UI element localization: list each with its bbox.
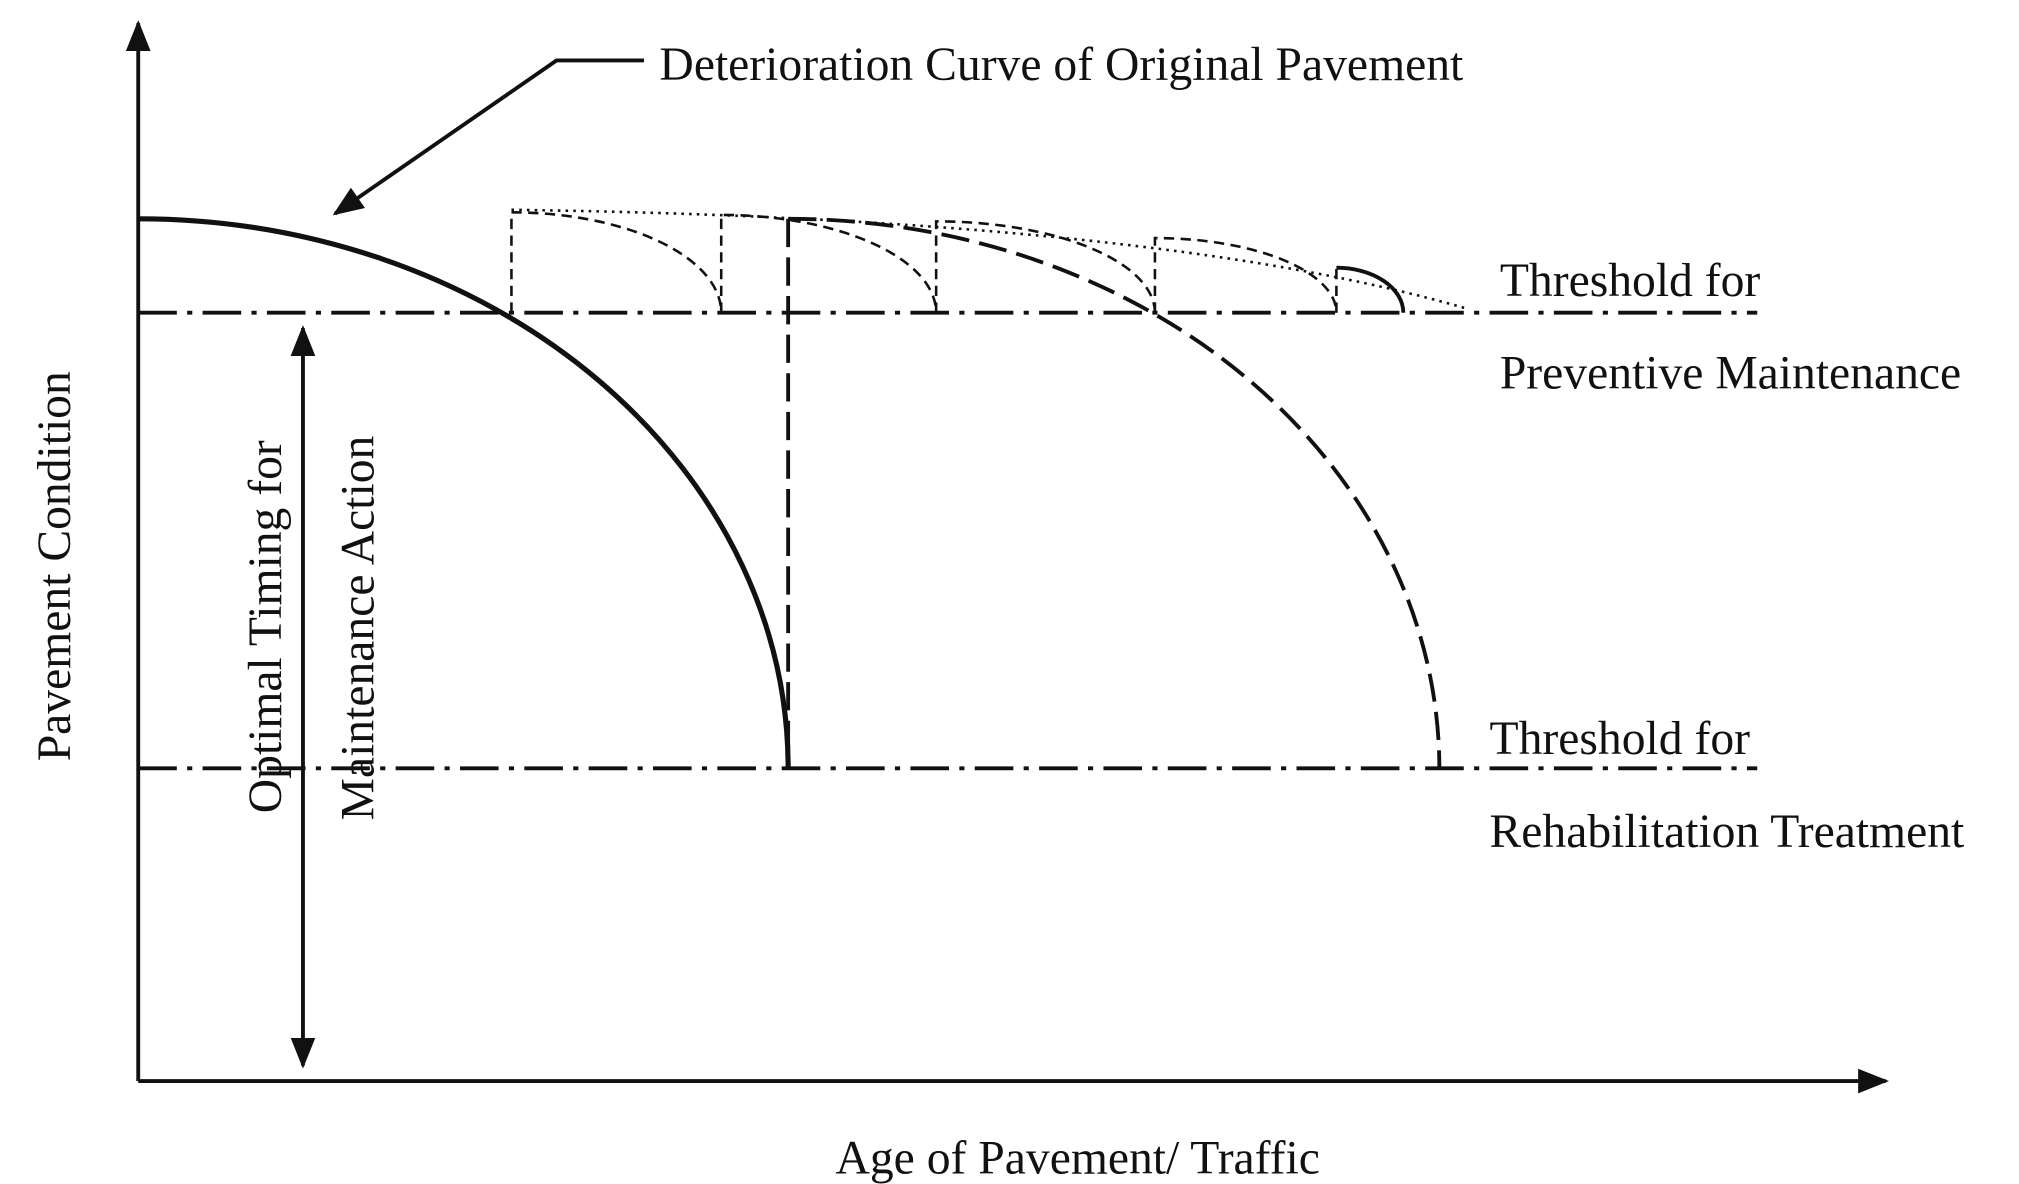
threshold-label: Rehabilitation Treatment: [1490, 806, 1965, 858]
title: Deterioration Curve of Original Pavement: [659, 39, 1463, 91]
timing-label: Optimal Timing for: [240, 440, 292, 813]
timing-label: Maintenance Action: [333, 435, 385, 820]
x-axis-label: Age of Pavement/ Traffic: [836, 1133, 1320, 1184]
original-curve: [138, 216, 791, 769]
threshold-label: Threshold for: [1490, 713, 1751, 765]
threshold-label: Threshold for: [1500, 255, 1761, 307]
y-axis-label: Pavement Condition: [29, 371, 81, 761]
title-pointer: [332, 58, 645, 216]
envelope: [511, 208, 1469, 311]
rehab-curve: [788, 216, 1442, 769]
threshold-label: Preventive Maintenance: [1500, 348, 1961, 400]
preventive-cycles: [510, 211, 1338, 313]
last-cycle: [1336, 265, 1406, 313]
